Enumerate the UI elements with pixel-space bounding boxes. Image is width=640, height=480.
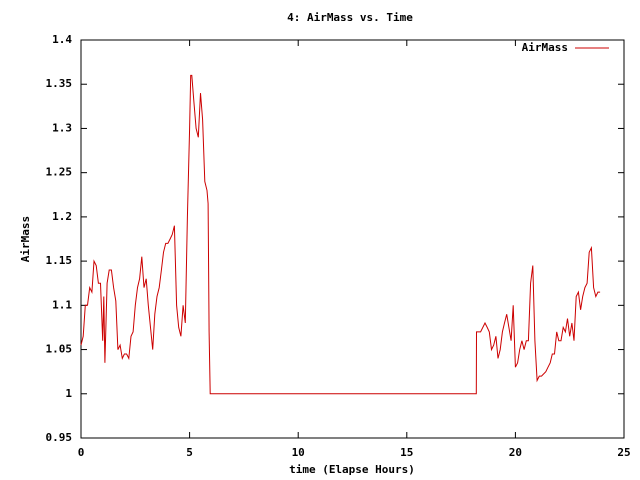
x-tick-label: 15 bbox=[400, 446, 413, 459]
y-tick-label: 0.95 bbox=[46, 431, 73, 444]
y-tick-label: 1.05 bbox=[46, 343, 73, 356]
y-tick-label: 1.4 bbox=[52, 33, 72, 46]
x-tick-label: 25 bbox=[617, 446, 630, 459]
legend-label: AirMass bbox=[522, 41, 568, 54]
y-tick-label: 1.35 bbox=[46, 77, 73, 90]
y-axis-label: AirMass bbox=[19, 216, 32, 262]
y-tick-label: 1.1 bbox=[52, 298, 72, 311]
y-tick-label: 1.15 bbox=[46, 254, 73, 267]
x-tick-label: 5 bbox=[186, 446, 193, 459]
x-tick-label: 10 bbox=[292, 446, 305, 459]
y-tick-label: 1 bbox=[65, 387, 72, 400]
chart-title: 4: AirMass vs. Time bbox=[287, 11, 413, 24]
plot-border bbox=[80, 39, 625, 439]
x-tick-label: 20 bbox=[509, 446, 522, 459]
y-tick-label: 1.2 bbox=[52, 210, 72, 223]
x-axis-label: time (Elapse Hours) bbox=[289, 463, 415, 476]
x-tick-label: 0 bbox=[78, 446, 85, 459]
series-line bbox=[80, 74, 601, 395]
y-tick-label: 1.25 bbox=[46, 166, 73, 179]
y-tick-label: 1.3 bbox=[52, 121, 72, 134]
